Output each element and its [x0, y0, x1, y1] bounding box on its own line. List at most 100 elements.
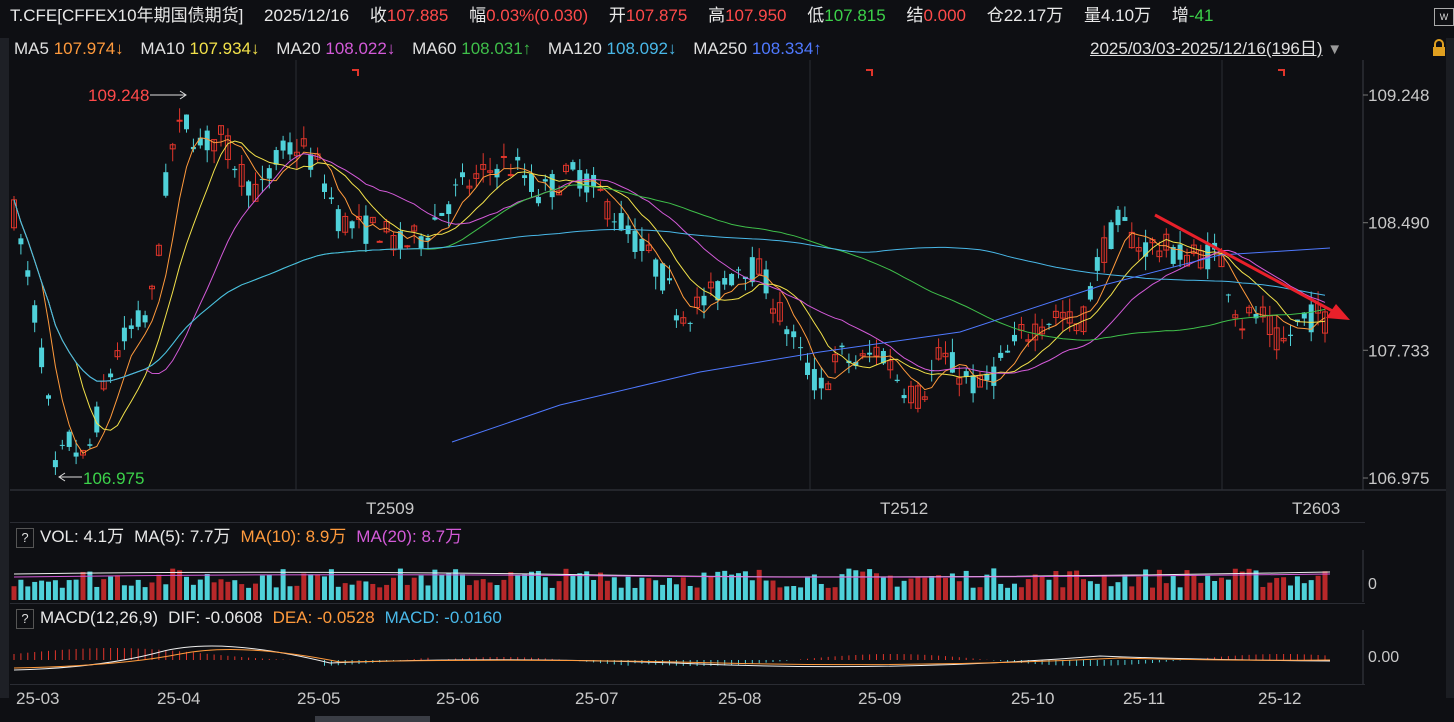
volume-help-button[interactable]: ?: [16, 527, 34, 548]
volume-bar: [1108, 586, 1114, 600]
volume-bar: [1212, 580, 1218, 600]
right-toolbar[interactable]: [1446, 38, 1454, 698]
high-annotation: 109.248: [88, 86, 149, 105]
volume-bar: [880, 576, 886, 600]
candle-body: [87, 444, 93, 446]
price-chart[interactable]: 109.248 108.490 107.733 106.975 T2509 T2512 T2…: [0, 60, 1454, 520]
candle-body: [184, 114, 189, 130]
candle-body: [639, 238, 645, 251]
volume-bar: [363, 581, 369, 600]
volume-bar: [115, 575, 120, 600]
candle-body: [584, 173, 590, 193]
candle-body: [756, 258, 763, 275]
volume-bar: [232, 580, 238, 600]
macd-help-button[interactable]: ?: [16, 608, 34, 629]
macd-chart[interactable]: [0, 630, 1454, 685]
candle-body: [1005, 350, 1011, 353]
volume-bar: [108, 576, 114, 600]
volume-bar: [1046, 579, 1052, 600]
volume-bar: [529, 571, 534, 600]
volume-bar: [860, 571, 866, 600]
volume-bar: [1018, 587, 1024, 600]
ma-legend: MA5 107.974↓ MA10 107.934↓ MA20 108.022↓…: [14, 39, 822, 59]
volume-bar: [943, 577, 948, 600]
ma-line: [13, 140, 1326, 431]
symbol-title[interactable]: T.CFE[CFFEX10年期国债期货]: [10, 6, 244, 25]
panel-divider-1: [10, 522, 1365, 523]
candle-body: [1322, 311, 1328, 334]
volume-bar: [1012, 583, 1017, 600]
low-value: 107.815: [824, 6, 886, 25]
oi-label: 仓: [986, 6, 1004, 25]
volume-bar: [342, 583, 348, 600]
candle-body: [991, 366, 997, 386]
date-range-selector[interactable]: 2025/03/03-2025/12/16(196日) ▼: [1090, 39, 1342, 60]
volume-bar: [770, 580, 776, 600]
candle-body: [736, 269, 741, 271]
candle-body: [1046, 323, 1052, 325]
ma-line: [13, 153, 1326, 382]
settle-label: 结: [906, 6, 924, 25]
volume-bar: [832, 587, 838, 600]
candle-body: [363, 215, 369, 244]
candle-body: [494, 168, 500, 178]
volume-bar: [1177, 587, 1183, 600]
candles: [11, 108, 1328, 475]
macd-title: MACD(12,26,9): [40, 608, 159, 627]
volume-bar: [287, 586, 293, 600]
candle-body: [1108, 222, 1114, 249]
month-axis: 25-03 25-04 25-05 25-06 25-07 25-08 25-0…: [0, 686, 1454, 716]
volume-bar: [46, 581, 51, 600]
candle-body: [135, 310, 141, 327]
candle-body: [197, 137, 203, 146]
volume-bar: [1143, 569, 1149, 600]
w-badge-icon[interactable]: W: [1434, 8, 1454, 26]
vol-label: 量: [1084, 6, 1101, 25]
candle-body: [232, 168, 238, 171]
contract-label: T2603: [1292, 499, 1340, 518]
candle-body: [246, 181, 252, 196]
lock-icon[interactable]: [1432, 39, 1446, 57]
volume-ma20: MA(20): 8.7万: [356, 527, 463, 546]
panel-divider-3: [10, 684, 1365, 685]
volume-bar: [818, 583, 824, 600]
candle-body: [397, 231, 403, 249]
volume-bar: [522, 574, 528, 600]
volume-bar: [101, 579, 107, 600]
candle-body: [446, 204, 452, 215]
candle-body: [984, 373, 990, 381]
volume-ma10: MA(10): 8.9万: [240, 527, 347, 546]
volume-bar: [294, 585, 300, 600]
high-label: 高: [708, 6, 726, 25]
candle-body: [1135, 247, 1142, 252]
candle-body: [818, 377, 824, 389]
candle-body: [1259, 306, 1266, 318]
volume-bar: [549, 587, 555, 600]
candle-body: [1012, 334, 1017, 342]
volume-bar: [729, 574, 735, 600]
volume-bar: [1053, 571, 1059, 600]
month-label: 25-10: [1011, 689, 1055, 708]
left-toolbar[interactable]: [0, 38, 9, 698]
candle-body: [108, 373, 114, 378]
volume-bar: [370, 583, 376, 600]
volume-bar: [1156, 569, 1162, 600]
month-label: 25-05: [297, 689, 341, 708]
volume-chart[interactable]: [0, 550, 1454, 602]
candle-body: [687, 322, 693, 324]
volume-bar: [128, 585, 134, 600]
volume-bar: [1274, 577, 1280, 600]
candle-body: [480, 164, 487, 170]
horizontal-scrollbar[interactable]: [315, 716, 430, 722]
volume-bar: [480, 579, 486, 600]
volume-bar: [1288, 585, 1293, 600]
candle-body: [722, 278, 728, 285]
candle-body: [39, 347, 45, 368]
ma250-value: 108.334↑: [751, 39, 822, 58]
triangle-down-icon[interactable]: ▼: [1327, 41, 1343, 58]
price-axis-label: 106.975: [1368, 469, 1429, 488]
volume-bar: [673, 584, 679, 600]
quote-header: T.CFE[CFFEX10年期国债期货] 2025/12/16 收107.885…: [10, 6, 1213, 26]
month-label: 25-04: [157, 689, 201, 708]
volume-bar: [73, 579, 79, 600]
